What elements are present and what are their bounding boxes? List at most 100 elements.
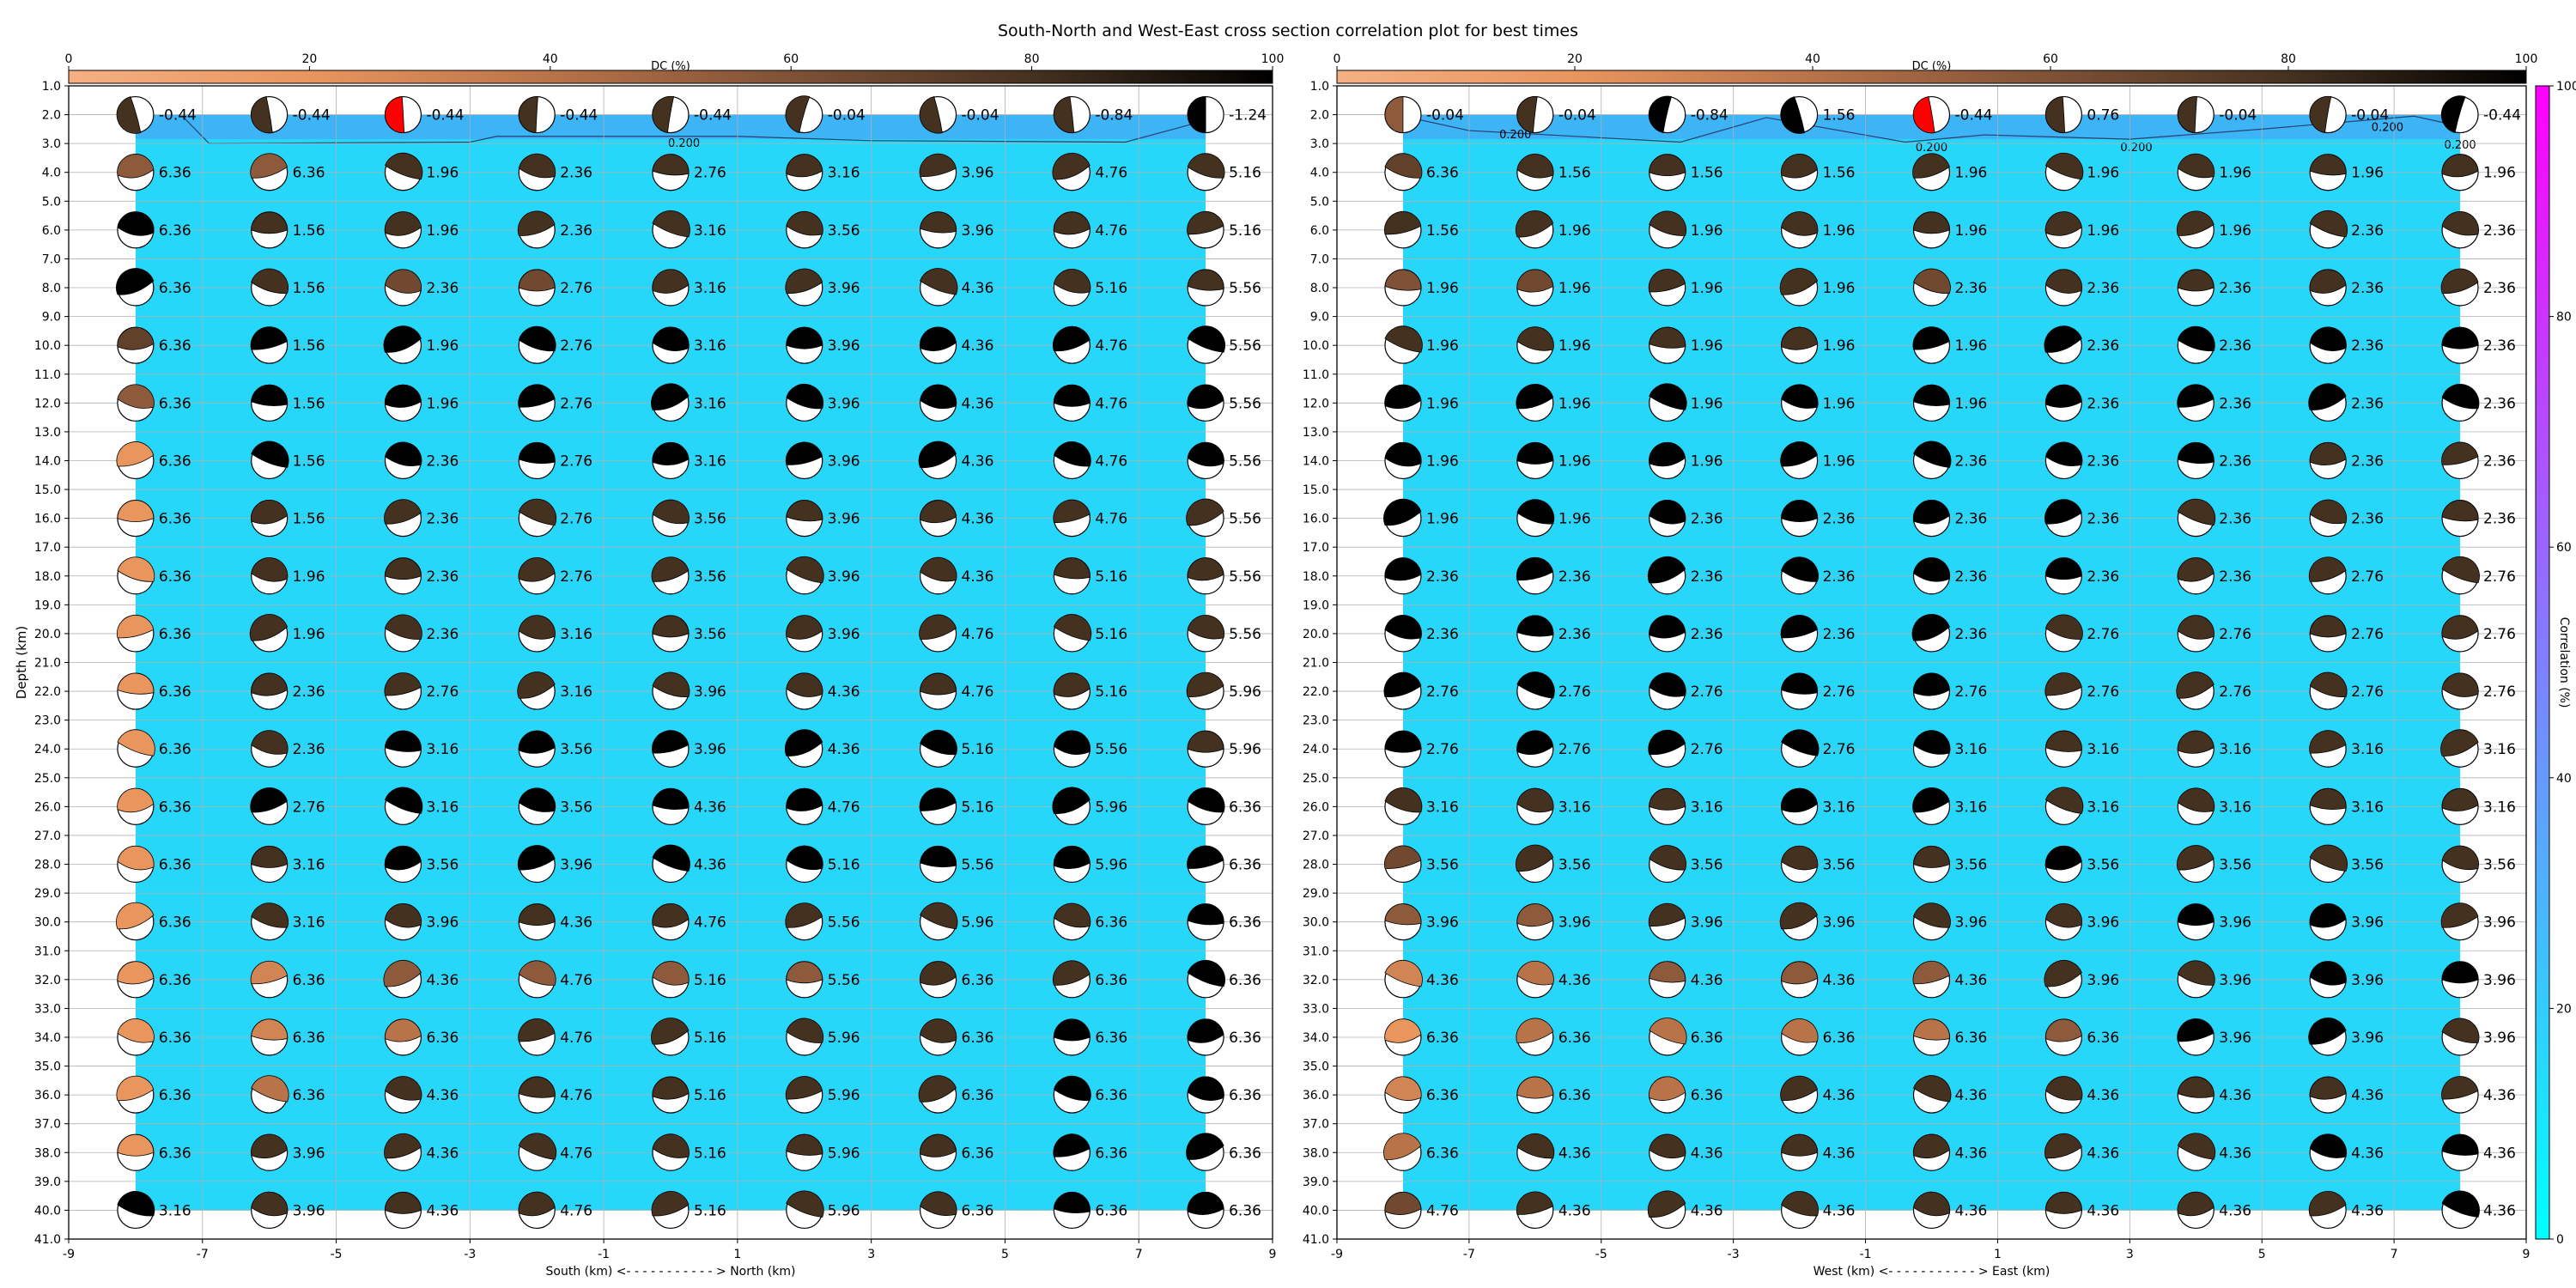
time-label: 5.56: [1229, 395, 1261, 412]
beachball-marker: 3.96: [785, 441, 860, 480]
time-label: 3.96: [694, 683, 726, 701]
beachball-marker: 3.96: [786, 326, 860, 364]
time-label: 6.36: [159, 1030, 191, 1047]
beachball-marker: 5.16: [1053, 672, 1127, 710]
beachball-marker: 6.36: [1187, 959, 1261, 999]
beachball-marker: 4.76: [518, 1191, 592, 1230]
x-tick-label: 1: [1994, 1248, 2002, 1261]
beachball-compressional: [1515, 844, 1554, 872]
beachball-compressional: [652, 442, 690, 465]
beachball-marker: 3.56: [2309, 844, 2384, 884]
beachball-compressional: [1186, 1133, 1224, 1160]
time-label: 2.36: [1691, 568, 1723, 586]
beachball-marker: 3.16: [384, 730, 459, 768]
time-label: 4.76: [560, 1202, 592, 1219]
time-label: -0.84: [1095, 107, 1133, 125]
beachball-compressional: [251, 1075, 289, 1103]
beachball-marker: 6.36: [1053, 902, 1127, 941]
y-tick-label: 30.0: [1303, 916, 1329, 930]
beachball-marker: 5.96: [785, 1076, 860, 1114]
time-label: 4.76: [1095, 511, 1127, 528]
beachball-compressional: [2176, 671, 2215, 699]
time-label: 1.56: [1691, 165, 1723, 182]
beachball-compressional: [2441, 154, 2479, 178]
beachball-compressional: [518, 153, 556, 179]
beachball-marker: 6.36: [117, 326, 191, 364]
time-label: 6.36: [1955, 1030, 1988, 1047]
beachball-compressional: [2177, 498, 2216, 526]
beachball-marker: 2.76: [518, 557, 592, 595]
beachball-compressional: [651, 556, 690, 582]
correlation-colorbar: [2535, 85, 2550, 1240]
beachball-marker: 2.36: [1384, 615, 1459, 653]
y-tick-label: 15.0: [34, 483, 61, 497]
beachball-compressional: [383, 959, 422, 987]
beachball-marker: 2.36: [1912, 268, 1987, 307]
beachball-compressional: [117, 500, 155, 523]
beachball-marker: 4.36: [2441, 1076, 2516, 1114]
time-label: 6.36: [159, 914, 191, 932]
beachball-marker: 1.96: [2177, 153, 2251, 191]
beachball-marker: 2.76: [1648, 729, 1723, 768]
beachball-marker: 6.36: [116, 902, 191, 941]
beachball-marker: 2.36: [384, 499, 459, 538]
beachball-compressional: [117, 384, 155, 409]
time-label: 4.76: [1095, 453, 1127, 470]
beachball-compressional: [2309, 210, 2348, 238]
beachball-compressional: [2308, 383, 2347, 410]
beachball-marker: -0.44: [2440, 95, 2521, 134]
beachball-compressional: [518, 325, 556, 352]
beachball-compressional: [1781, 500, 1819, 523]
beachball-marker: 4.36: [2177, 1191, 2251, 1230]
time-label: 5.16: [962, 741, 994, 758]
beachball-compressional: [2044, 557, 2082, 580]
beachball-compressional: [1780, 1075, 1819, 1102]
beachball-marker: 2.36: [2044, 269, 2119, 307]
beachball-compressional: [2177, 1133, 2216, 1160]
time-label: 2.36: [426, 511, 459, 528]
time-label: -0.04: [2351, 107, 2389, 125]
time-label: 4.36: [2087, 1202, 2119, 1219]
beachball-compressional: [518, 1076, 556, 1098]
y-tick-label: 22.0: [34, 685, 61, 699]
beachball-marker: 1.96: [1515, 210, 1591, 249]
beachball-compressional: [1187, 1192, 1224, 1215]
beachball-compressional: [1187, 153, 1225, 179]
dc-colorbar-tick-label: 20: [301, 52, 317, 66]
dc-colorbar-tick-label: 60: [2043, 52, 2058, 66]
beachball-compressional: [2308, 1191, 2347, 1217]
beachball-marker: 3.16: [652, 441, 726, 480]
beachball-marker: 2.76: [1781, 672, 1855, 710]
beachball-marker: 2.36: [1912, 440, 1987, 480]
beachball-marker: 2.36: [2440, 268, 2516, 307]
beachball-marker: 2.36: [2309, 326, 2384, 364]
beachball-compressional: [1913, 846, 1950, 868]
time-label: 6.36: [426, 1030, 459, 1047]
time-label: 4.76: [560, 1087, 592, 1104]
beachball-compressional: [1649, 499, 1686, 525]
beachball-compressional: [2309, 844, 2348, 872]
beachball-marker: 2.76: [518, 441, 592, 480]
beachball-compressional: [2309, 95, 2332, 134]
beachball-marker: 2.36: [517, 210, 592, 249]
beachball-compressional: [1912, 960, 1950, 985]
time-label: 4.36: [1691, 1202, 1723, 1219]
y-tick-label: 14.0: [1303, 454, 1329, 468]
beachball-marker: 1.56: [251, 440, 325, 480]
beachball-marker: 6.36: [117, 787, 191, 825]
time-label: 3.16: [694, 222, 726, 240]
beachball-compressional: [1187, 557, 1224, 581]
beachball-compressional: [1516, 499, 1555, 525]
time-label: 5.16: [1095, 683, 1127, 701]
time-label: 6.36: [1229, 1030, 1261, 1047]
beachball-compressional: [1053, 902, 1091, 928]
time-label: 1.96: [2483, 165, 2516, 182]
beachball-compressional: [2044, 152, 2084, 180]
time-label: 3.56: [694, 626, 726, 643]
beachball-marker: 5.16: [652, 1133, 726, 1171]
x-tick-label: -1: [1860, 1248, 1872, 1261]
time-label: 3.56: [2087, 857, 2119, 874]
time-label: 6.36: [159, 568, 191, 586]
time-label: 3.56: [1823, 857, 1856, 874]
time-label: 2.36: [2483, 453, 2516, 470]
